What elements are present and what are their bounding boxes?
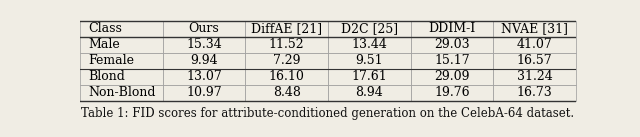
Text: Table 1: FID scores for attribute-conditioned generation on the CelebA-64 datase: Table 1: FID scores for attribute-condit… (81, 107, 575, 120)
